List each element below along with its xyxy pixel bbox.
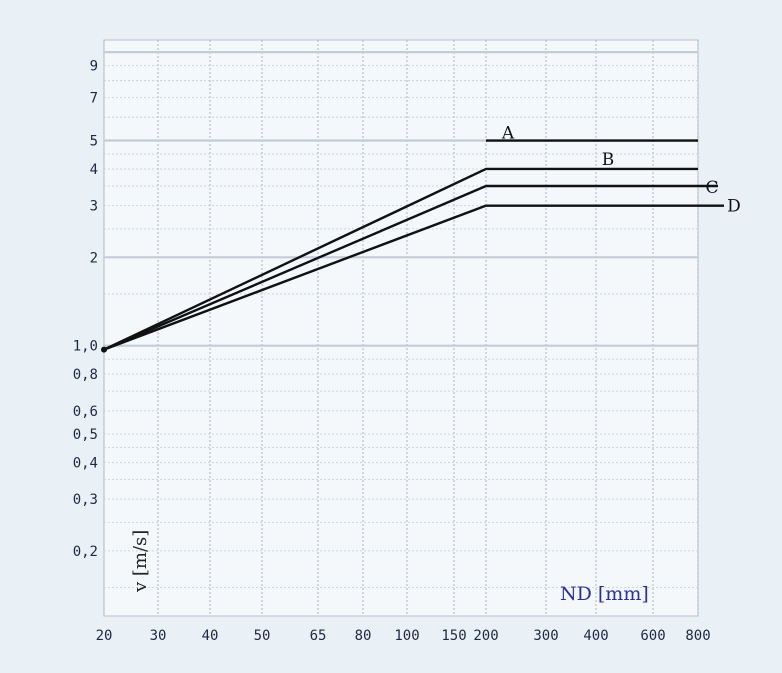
- series-label-B: B: [602, 150, 615, 170]
- y-tick-label: 9: [90, 59, 98, 75]
- x-axis-title: ND [mm]: [560, 583, 649, 605]
- y-tick-label: 0,8: [73, 367, 98, 383]
- x-tick-label: 150: [441, 628, 466, 644]
- series-label-A: A: [501, 124, 515, 144]
- x-tick-label: 30: [150, 628, 167, 644]
- x-tick-label: 20: [96, 628, 113, 644]
- y-tick-label: 1,0: [73, 339, 98, 355]
- x-tick-label: 400: [583, 628, 608, 644]
- y-tick-label: 7: [90, 91, 98, 107]
- y-tick-label: 0,4: [73, 456, 98, 472]
- y-tick-label: 4: [90, 162, 98, 178]
- x-tick-label: 300: [533, 628, 558, 644]
- series-line-B: [103, 167, 698, 351]
- series-label-C: C: [705, 178, 718, 198]
- y-tick-label: 2: [90, 250, 98, 266]
- y-tick-label: 3: [90, 199, 98, 215]
- series-line-D: [103, 204, 724, 351]
- ticks-layer: 20 30 40 50 65 80 100 150 200 300 400 600 800 9 7 5 4 3 2 1…: [73, 59, 711, 644]
- x-tick-label: 200: [473, 628, 498, 644]
- x-tick-label: 65: [310, 628, 327, 644]
- x-tick-label: 100: [394, 628, 419, 644]
- series-line-C: [103, 184, 718, 351]
- x-tick-label: 40: [202, 628, 219, 644]
- y-tick-label: 0,2: [73, 544, 98, 560]
- y-tick-label: 0,6: [73, 404, 98, 420]
- origin-point: [101, 346, 107, 353]
- x-tick-label: 80: [355, 628, 372, 644]
- series-label-D: D: [727, 197, 741, 217]
- series-layer: A B CD: [101, 124, 741, 353]
- grid: [103, 40, 699, 616]
- plot-area: [103, 39, 699, 617]
- x-tick-label: 600: [640, 628, 665, 644]
- y-tick-label: 0,5: [73, 427, 98, 443]
- y-axis-title: v [m/s]: [130, 530, 151, 593]
- x-tick-label: 50: [254, 628, 271, 644]
- y-tick-label: 0,3: [73, 492, 98, 508]
- y-tick-label: 5: [90, 134, 98, 150]
- x-tick-label: 800: [685, 628, 710, 644]
